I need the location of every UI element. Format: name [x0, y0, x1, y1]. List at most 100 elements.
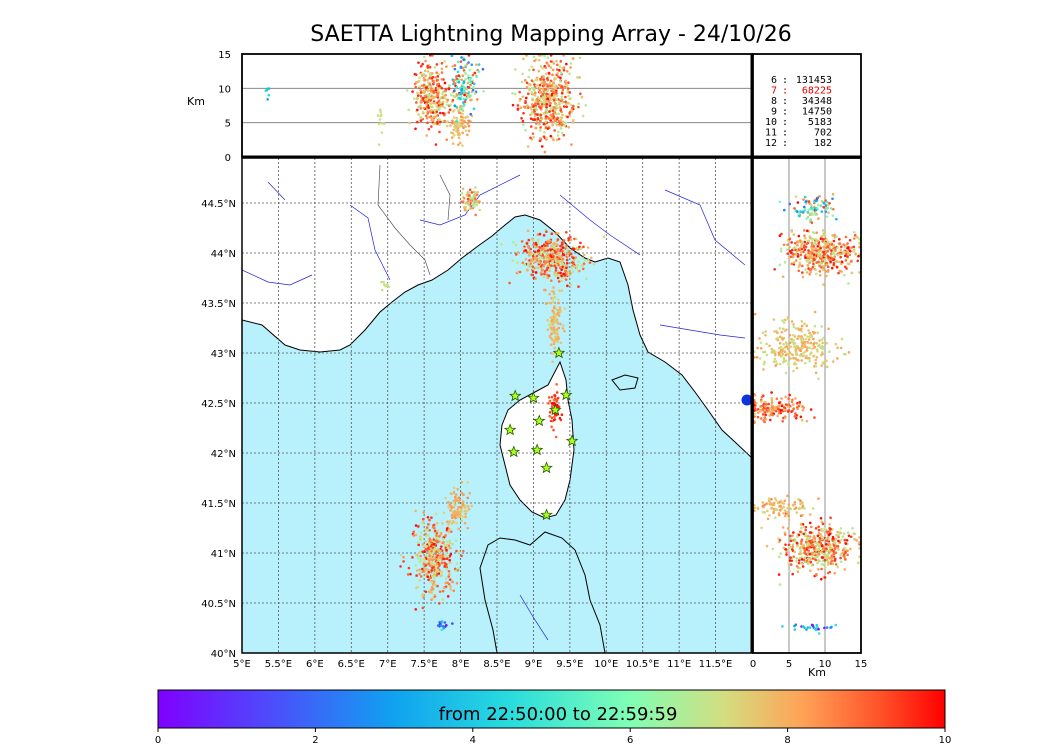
map-point: [561, 246, 565, 249]
side-point: [797, 533, 801, 537]
map-point: [422, 511, 425, 514]
map-point: [553, 335, 557, 339]
altitude-point: [538, 129, 542, 132]
map-point: [456, 500, 460, 503]
station-count-value: 702: [814, 128, 832, 139]
side-point: [796, 337, 799, 341]
side-point: [830, 243, 833, 246]
map-point: [545, 268, 549, 272]
side-point: [759, 347, 763, 350]
map-point: [456, 568, 460, 572]
side-point: [808, 272, 811, 276]
map-point: [438, 563, 441, 566]
side-point: [837, 271, 840, 275]
map-point: [445, 544, 449, 548]
altitude-point: [557, 137, 561, 141]
side-point: [825, 530, 829, 533]
map-point: [552, 342, 556, 346]
altitude-point: [562, 105, 566, 108]
map-point: [575, 265, 578, 268]
side-point: [820, 210, 824, 213]
altitude-point: [525, 81, 529, 85]
side-point: [773, 268, 776, 271]
altitude-point: [414, 73, 418, 76]
side-point: [759, 409, 762, 413]
map-point: [557, 280, 561, 283]
side-point: [821, 237, 825, 241]
map-point: [546, 244, 549, 247]
altitude-point: [530, 79, 534, 82]
side-point: [791, 353, 795, 357]
side-point: [825, 200, 829, 204]
altitude-point: [436, 74, 440, 78]
map-point: [555, 335, 559, 339]
altitude-point: [529, 113, 532, 117]
side-point: [802, 525, 806, 529]
side-point: [801, 264, 804, 268]
side-point: [857, 254, 860, 258]
side-point: [768, 514, 771, 517]
map-point: [434, 512, 438, 516]
side-point: [823, 266, 826, 269]
map-point: [422, 520, 425, 524]
side-point: [784, 318, 787, 322]
altitude-point: [553, 129, 556, 132]
side-point: [831, 234, 834, 237]
map-point: [562, 251, 566, 254]
side-point: [795, 557, 799, 560]
map-point: [549, 336, 553, 340]
map-point: [561, 276, 565, 280]
side-point: [812, 342, 816, 346]
altitude-point: [536, 117, 540, 121]
side-point: [807, 249, 810, 252]
altitude-point: [461, 112, 464, 116]
side-point: [802, 198, 805, 201]
altitude-point: [557, 120, 561, 123]
map-point: [441, 589, 445, 593]
side-point: [820, 353, 823, 357]
map-point: [585, 277, 588, 281]
side-point: [822, 250, 825, 254]
side-point: [819, 577, 823, 581]
side-point: [831, 562, 835, 566]
side-point: [857, 561, 860, 565]
side-point: [779, 504, 782, 508]
map-point: [466, 526, 470, 530]
altitude-point: [571, 120, 575, 124]
side-point: [785, 248, 789, 251]
station-count-value: 5183: [808, 117, 832, 128]
side-point: [814, 556, 817, 559]
side-point: [835, 265, 839, 269]
map-point: [436, 548, 440, 552]
altitude-point: [541, 93, 545, 96]
map-point: [586, 258, 590, 262]
side-point: [811, 231, 815, 234]
map-point: [565, 258, 569, 262]
map-point: [525, 251, 529, 254]
altitude-point: [451, 64, 454, 68]
side-point: [837, 539, 840, 543]
side-point: [803, 344, 806, 347]
map-point: [536, 233, 540, 236]
altitude-point: [436, 108, 439, 112]
altitude-point: [456, 60, 460, 64]
side-point: [854, 252, 857, 255]
side-point: [759, 400, 763, 403]
map-point: [461, 503, 465, 507]
altitude-point: [453, 89, 456, 92]
map-point: [461, 515, 465, 518]
altitude-point: [418, 85, 422, 88]
altitude-point: [438, 130, 441, 134]
altitude-point: [551, 109, 555, 113]
altitude-point: [443, 106, 447, 110]
map-point: [449, 504, 453, 508]
map-point: [460, 192, 464, 195]
side-point: [755, 401, 758, 405]
side-point: [815, 348, 819, 351]
altitude-point: [420, 72, 423, 76]
map-point: [407, 566, 411, 570]
side-point: [820, 567, 823, 571]
map-point: [430, 591, 433, 595]
map-point: [440, 628, 444, 632]
side-point: [815, 623, 819, 627]
